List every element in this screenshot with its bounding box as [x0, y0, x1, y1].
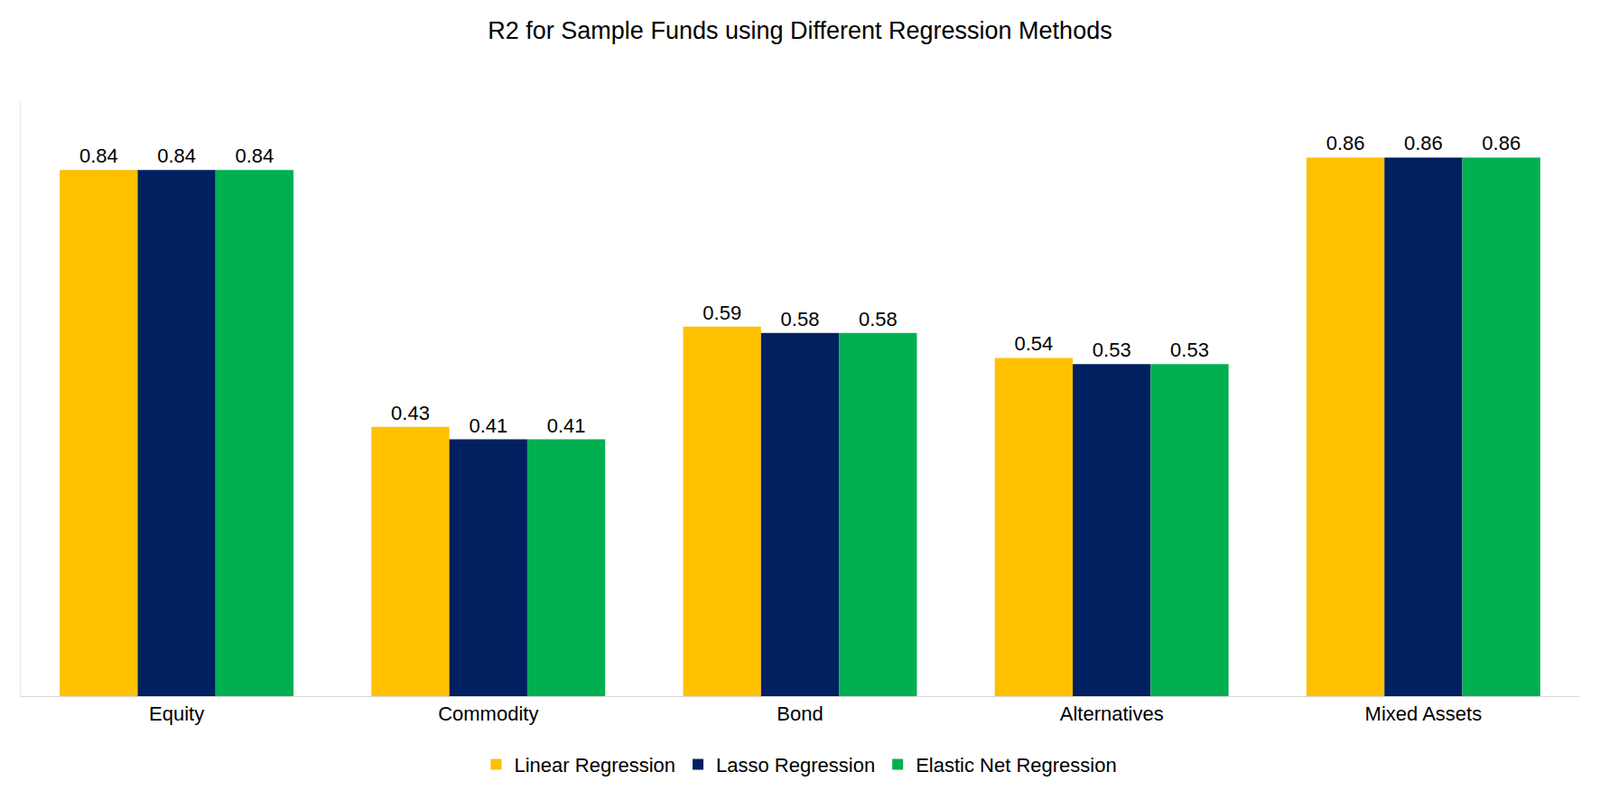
svg-text:Elastic Net Regression: Elastic Net Regression: [915, 753, 1117, 777]
svg-text:0.58: 0.58: [781, 307, 820, 331]
svg-text:0.54: 0.54: [1013, 332, 1053, 355]
svg-text:R2 for Sample Funds using Diff: R2 for Sample Funds using Different Regr…: [487, 17, 1112, 45]
svg-text:Lasso Regression: Lasso Regression: [716, 753, 875, 777]
svg-text:0.84: 0.84: [79, 144, 119, 168]
svg-text:Commodity: Commodity: [437, 702, 539, 726]
svg-text:0.53: 0.53: [1092, 338, 1132, 362]
svg-text:0.53: 0.53: [1170, 338, 1210, 362]
svg-text:0.86: 0.86: [1404, 131, 1443, 155]
svg-text:0.43: 0.43: [390, 401, 430, 425]
svg-text:0.41: 0.41: [468, 414, 508, 438]
svg-text:Linear Regression: Linear Regression: [514, 753, 677, 777]
svg-text:Mixed Assets: Mixed Assets: [1365, 702, 1483, 726]
svg-text:0.59: 0.59: [702, 301, 742, 325]
svg-text:0.86: 0.86: [1326, 131, 1366, 155]
svg-text:Bond: Bond: [776, 702, 823, 726]
svg-text:0.86: 0.86: [1481, 131, 1521, 155]
svg-text:0.84: 0.84: [157, 144, 196, 168]
svg-text:Equity: Equity: [148, 702, 205, 726]
svg-text:0.58: 0.58: [858, 307, 898, 331]
svg-text:0.41: 0.41: [547, 414, 587, 438]
svg-text:Alternatives: Alternatives: [1060, 702, 1164, 726]
svg-text:0.84: 0.84: [234, 144, 274, 168]
